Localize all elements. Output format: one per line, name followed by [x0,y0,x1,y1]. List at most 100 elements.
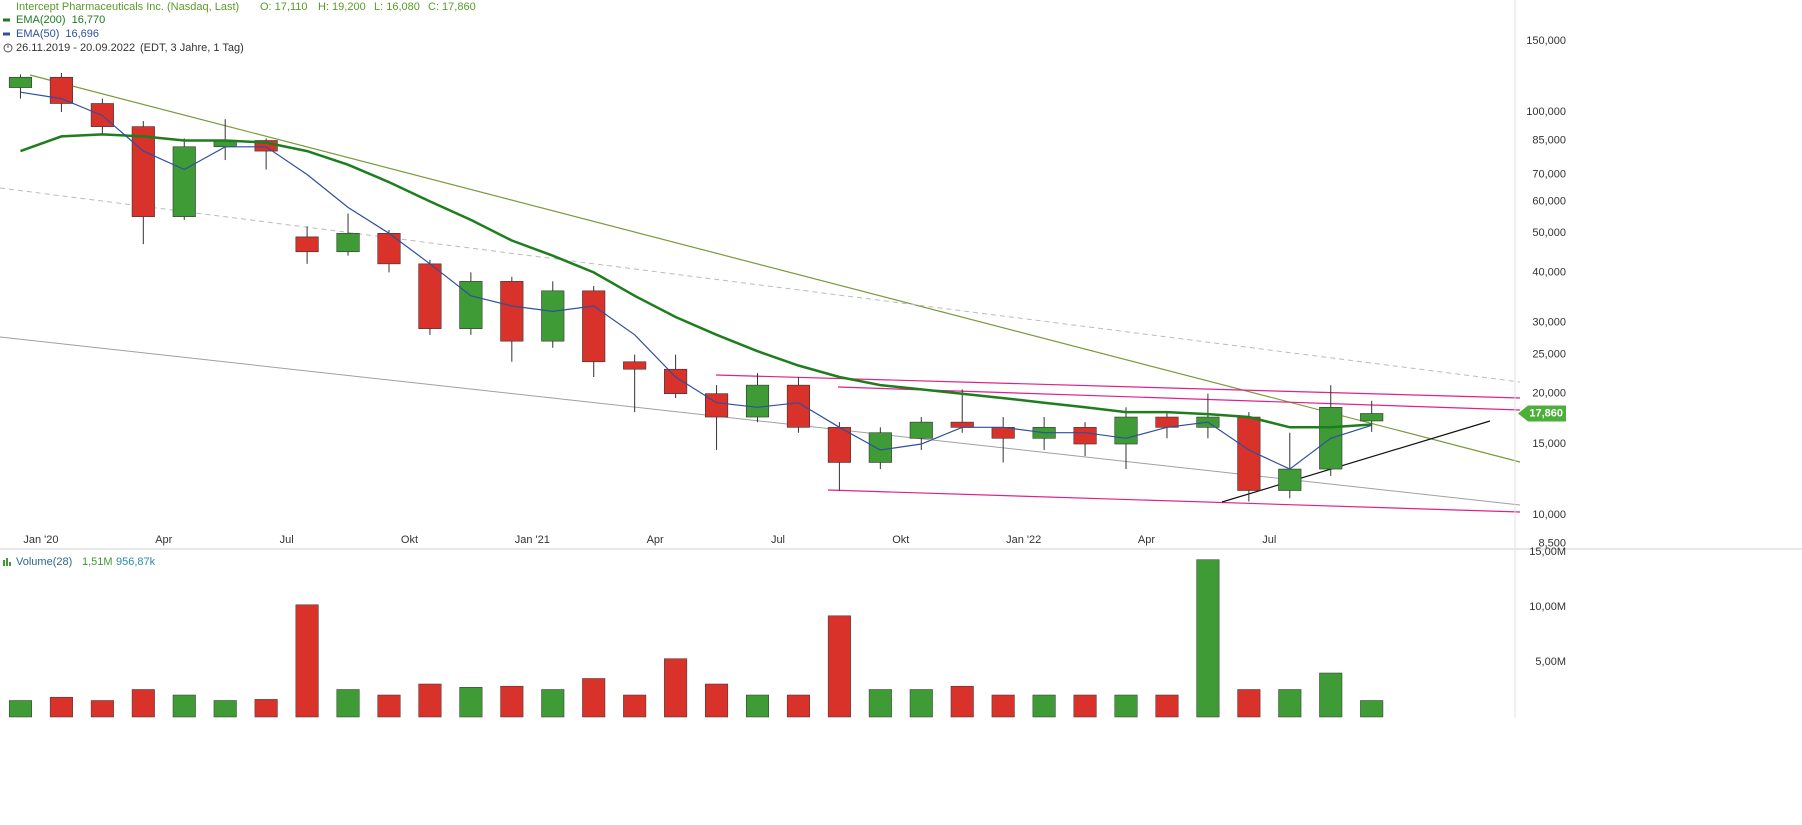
candle-body [377,233,401,265]
volume-bar [90,700,114,718]
volume-bar [827,615,851,718]
volume-bar [1319,672,1343,718]
volume-bar [254,699,278,718]
candle-body [336,233,360,253]
x-tick-label: Jan '21 [515,534,550,546]
last-price-badge [1518,405,1566,422]
marks-layer [8,72,1384,718]
x-tick-label: Apr [155,534,172,546]
volume-ma-value: 956,87k [116,556,156,568]
y-tick-label: 20,000 [1532,388,1566,400]
candle-body [8,76,33,88]
volume-bar [623,694,647,718]
y-tick-label: 15,000 [1532,438,1566,450]
legend-swatch [3,18,10,22]
candle-body [295,236,319,253]
legend-label: EMA(50) [16,28,59,40]
y-tick-label: 15,00M [1529,546,1566,558]
x-tick-label: Apr [647,534,664,546]
ema-line [20,91,1372,470]
x-tick-label: Apr [1138,534,1155,546]
trendline [1221,420,1491,503]
candle-body [623,361,647,370]
volume-bar [131,689,155,718]
chart-title: Intercept Pharmaceuticals Inc. (Nasdaq, … [16,1,239,13]
volume-bar [541,689,565,718]
volume-bar [459,687,483,718]
candle-body [418,263,442,329]
candle-body [1073,427,1097,445]
candle-body [541,290,565,342]
candle-body [991,427,1015,439]
volume-bar [295,604,319,718]
quote-open: O: 17,110 [260,1,308,13]
volume-bar [1237,689,1261,718]
y-tick-label: 70,000 [1532,168,1566,180]
y-tick-label: 25,000 [1532,349,1566,361]
volume-bar [1155,694,1179,718]
ema-line [20,133,1372,429]
y-tick-label: 100,000 [1526,106,1566,118]
volume-bar [8,700,32,718]
quote-low: L: 16,080 [374,1,420,13]
legend-value: 16,696 [65,28,99,40]
volume-bar [1278,689,1302,718]
candle-body [500,281,524,342]
legend-swatch [3,32,10,36]
candle-body [49,76,73,104]
x-tick-label: Jan '20 [23,534,58,546]
volume-bar [500,685,524,718]
candle-body [909,421,933,439]
y-tick-label: 10,000 [1532,509,1566,521]
volume-bar [786,694,810,718]
volume-icon [3,558,11,566]
y-tick-label: 8,500 [1538,537,1566,549]
volume-bar [950,685,974,718]
volume-bar [664,658,688,718]
labels-layer: Intercept Pharmaceuticals Inc. (Nasdaq, … [3,1,1566,668]
candle-body [950,421,974,428]
candle-body [827,427,851,463]
quote-high: H: 19,200 [318,1,366,13]
y-tick-label: 150,000 [1526,35,1566,47]
volume-bar [377,694,401,718]
candle-body [131,126,155,217]
clock-icon [3,43,13,53]
volume-bar [213,700,237,718]
volume-bar [49,696,73,718]
x-tick-label: Jul [1262,534,1276,546]
y-tick-label: 5,00M [1535,656,1566,668]
x-tick-label: Okt [401,534,418,546]
volume-title: Volume(28) [16,556,72,568]
candle-body [1278,468,1302,491]
trendlines [0,74,1521,513]
candle-body [745,384,770,418]
candle-body [664,368,688,394]
trendline [0,336,1521,506]
candle-body [1114,416,1138,445]
volume-bar [868,689,892,718]
x-tick-label: Okt [892,534,909,546]
candle-body [172,146,196,217]
volume-bar [909,689,933,718]
volume-bar [705,683,729,718]
candle-body [459,281,483,329]
volume-bar [418,683,442,718]
y-tick-label: 85,000 [1532,134,1566,146]
x-tick-label: Jan '22 [1006,534,1041,546]
volume-bar [745,694,770,718]
trendline [29,74,1521,463]
y-tick-label: 30,000 [1532,317,1566,329]
trendline [837,386,1521,411]
y-tick-label: 10,00M [1529,601,1566,613]
legend-value: 16,770 [72,14,106,26]
volume-bar [991,694,1015,718]
volume-bar [1360,700,1384,718]
y-tick-label: 50,000 [1532,227,1566,239]
date-range: 26.11.2019 - 20.09.2022 [16,42,135,54]
volume-bar [172,694,196,718]
y-tick-label: 60,000 [1532,195,1566,207]
last-price-label: 17,860 [1529,407,1563,419]
range-note: (EDT, 3 Jahre, 1 Tag) [140,42,244,54]
